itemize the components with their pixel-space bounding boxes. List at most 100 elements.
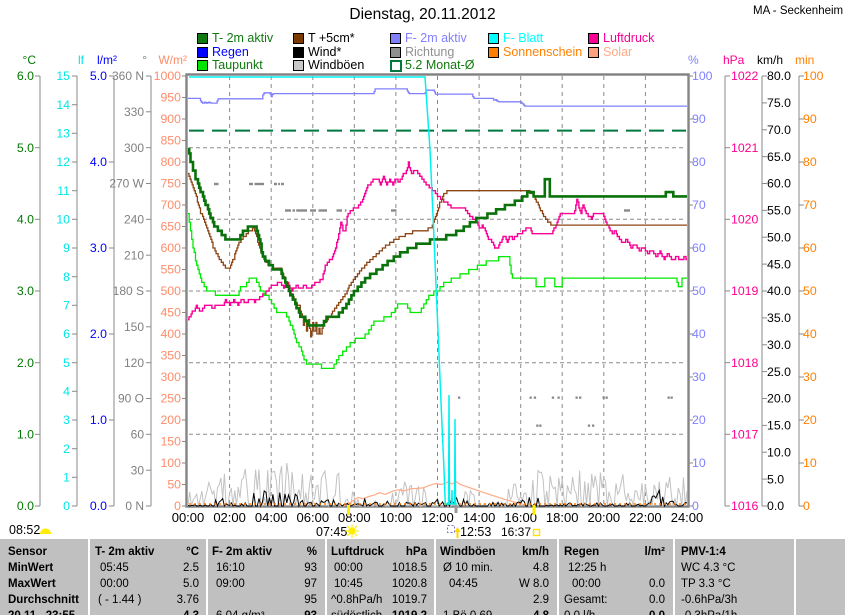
svg-text:0: 0 (174, 499, 181, 513)
svg-text:270 W: 270 W (109, 177, 144, 191)
svg-text:850: 850 (160, 134, 181, 148)
svg-text:7: 7 (63, 299, 70, 313)
svg-text:90: 90 (692, 112, 706, 126)
svg-text:24:00: 24:00 (671, 510, 704, 525)
svg-text:10:00: 10:00 (380, 510, 413, 525)
svg-text:360 N: 360 N (112, 69, 144, 83)
svg-text:350: 350 (160, 349, 181, 363)
svg-text:55.0: 55.0 (767, 204, 791, 218)
svg-text:1019: 1019 (731, 284, 759, 298)
svg-text:300: 300 (124, 141, 144, 155)
svg-text:15.0: 15.0 (767, 419, 791, 433)
svg-text:330: 330 (124, 105, 144, 119)
svg-text:900: 900 (160, 112, 181, 126)
svg-text:10.0: 10.0 (767, 445, 791, 459)
svg-text:6: 6 (63, 327, 70, 341)
svg-text:150: 150 (160, 435, 181, 449)
svg-text:950: 950 (160, 91, 181, 105)
svg-text:2.0: 2.0 (90, 327, 107, 341)
svg-text:0.0: 0.0 (90, 499, 107, 513)
svg-text:13: 13 (56, 127, 70, 141)
svg-text:400: 400 (160, 327, 181, 341)
svg-text:1.0: 1.0 (17, 428, 34, 442)
svg-text:50: 50 (803, 284, 817, 298)
svg-text:1: 1 (63, 471, 70, 485)
svg-text:3.0: 3.0 (90, 241, 107, 255)
svg-text:40: 40 (692, 327, 706, 341)
svg-text:1022: 1022 (731, 69, 759, 83)
svg-text:4.0: 4.0 (17, 213, 34, 227)
svg-text:10: 10 (692, 456, 706, 470)
svg-text:9: 9 (63, 241, 70, 255)
svg-text:210: 210 (124, 248, 144, 262)
svg-text:50: 50 (692, 284, 706, 298)
svg-text:40.0: 40.0 (767, 284, 791, 298)
svg-text:100: 100 (692, 69, 713, 83)
svg-text:14: 14 (56, 98, 70, 112)
svg-text:0: 0 (803, 499, 810, 513)
svg-text:07:45: 07:45 (316, 525, 347, 539)
svg-text:20: 20 (803, 413, 817, 427)
svg-text:80: 80 (803, 155, 817, 169)
svg-text:150: 150 (124, 320, 144, 334)
svg-text:100: 100 (160, 456, 181, 470)
svg-text:200: 200 (160, 413, 181, 427)
svg-text:1016: 1016 (731, 499, 759, 513)
svg-text:65.0: 65.0 (767, 150, 791, 164)
svg-text:30: 30 (803, 370, 817, 384)
svg-text:700: 700 (160, 198, 181, 212)
svg-text:60: 60 (803, 241, 817, 255)
svg-text:W/m²: W/m² (158, 53, 187, 67)
svg-text:45.0: 45.0 (767, 257, 791, 271)
svg-text:30: 30 (131, 463, 145, 477)
svg-text:25.0: 25.0 (767, 365, 791, 379)
svg-text:4: 4 (63, 385, 70, 399)
svg-text:15: 15 (56, 69, 70, 83)
svg-text:1018: 1018 (731, 356, 759, 370)
svg-text:120: 120 (124, 356, 144, 370)
svg-text:70: 70 (692, 198, 706, 212)
svg-text:80.0: 80.0 (767, 69, 791, 83)
svg-text:1000: 1000 (154, 69, 182, 83)
svg-text:80: 80 (692, 155, 706, 169)
svg-text:°: ° (142, 53, 147, 67)
svg-text:°C: °C (23, 53, 37, 67)
svg-text:5.0: 5.0 (17, 141, 34, 155)
svg-text:650: 650 (160, 220, 181, 234)
svg-text:00:00: 00:00 (172, 510, 205, 525)
svg-text:lf: lf (78, 53, 85, 67)
svg-text:240: 240 (124, 213, 144, 227)
svg-text:10: 10 (56, 213, 70, 227)
svg-text:10: 10 (803, 456, 817, 470)
svg-text:08:52: 08:52 (9, 523, 40, 537)
svg-text:75.0: 75.0 (767, 96, 791, 110)
svg-text:6.0: 6.0 (17, 69, 34, 83)
svg-text:50: 50 (167, 478, 181, 492)
svg-text:3.0: 3.0 (17, 284, 34, 298)
svg-text:5: 5 (63, 356, 70, 370)
svg-text:1020: 1020 (731, 213, 759, 227)
svg-text:12:53: 12:53 (460, 525, 491, 539)
svg-text:18:00: 18:00 (546, 510, 579, 525)
svg-text:600: 600 (160, 241, 181, 255)
svg-text:11: 11 (57, 184, 70, 198)
svg-text:20: 20 (692, 413, 706, 427)
svg-text:0.0: 0.0 (767, 499, 784, 513)
svg-text:06:00: 06:00 (297, 510, 330, 525)
svg-text:l/m²: l/m² (97, 53, 117, 67)
svg-text:35.0: 35.0 (767, 311, 791, 325)
svg-text:02:00: 02:00 (213, 510, 246, 525)
svg-text:min: min (795, 53, 814, 67)
svg-text:60: 60 (692, 241, 706, 255)
svg-text:km/h: km/h (757, 53, 783, 67)
svg-text:800: 800 (160, 155, 181, 169)
svg-text:08:00: 08:00 (338, 510, 371, 525)
svg-text:5.0: 5.0 (767, 472, 784, 486)
svg-text:2: 2 (63, 442, 70, 456)
svg-text:0 N: 0 N (125, 499, 144, 513)
svg-text:50.0: 50.0 (767, 230, 791, 244)
svg-text:450: 450 (160, 306, 181, 320)
svg-text:90: 90 (803, 112, 817, 126)
svg-text:%: % (688, 53, 699, 67)
svg-text:12:00: 12:00 (421, 510, 454, 525)
